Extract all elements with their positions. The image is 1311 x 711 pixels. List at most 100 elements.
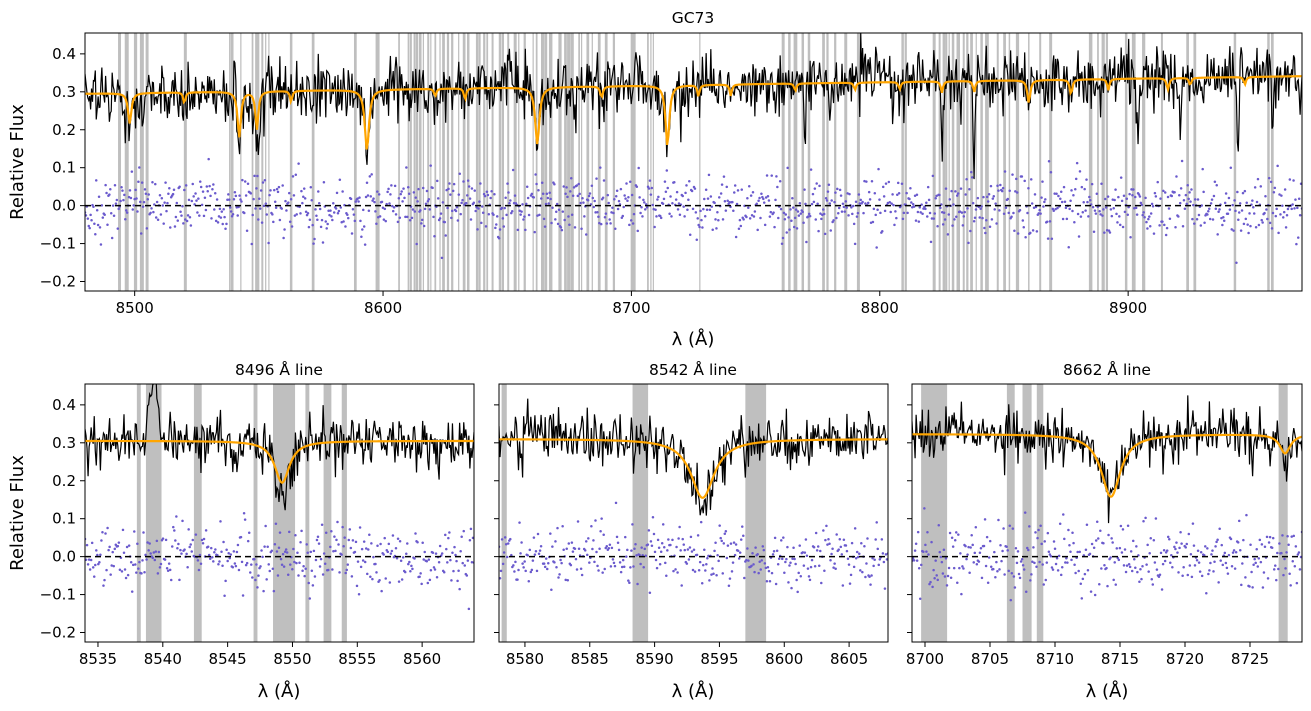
residual-point [1001, 186, 1005, 190]
residual-point [119, 199, 122, 203]
residual-point [1151, 583, 1155, 586]
residual-point [752, 563, 755, 566]
residual-point [842, 205, 846, 209]
residual-point [543, 225, 547, 228]
residual-point [94, 563, 97, 567]
residual-point [86, 563, 90, 566]
residual-point [863, 179, 866, 183]
mask-region [289, 33, 293, 291]
residual-point [971, 543, 974, 547]
residual-point [687, 198, 690, 202]
residual-point [224, 227, 227, 230]
residual-point [745, 215, 748, 219]
residual-point [510, 553, 513, 557]
residual-point [1241, 191, 1245, 195]
residual-point [1251, 199, 1254, 202]
residual-point [627, 196, 630, 199]
residual-point [1061, 217, 1065, 221]
residual-point [950, 189, 953, 193]
residual-point [861, 200, 864, 204]
residual-point [201, 542, 205, 545]
mask-region [564, 33, 567, 291]
plot-area [912, 384, 1302, 642]
residual-point [141, 205, 145, 208]
residual-points [912, 507, 1302, 602]
residual-point [1240, 583, 1243, 587]
residual-point [706, 557, 709, 560]
residual-point [1258, 538, 1262, 542]
residual-point [807, 215, 810, 218]
model-fit-line [85, 75, 1302, 150]
residual-point [578, 192, 581, 196]
residual-point [669, 543, 672, 547]
residual-point [190, 199, 194, 203]
residual-point [1170, 553, 1173, 557]
residual-point [588, 192, 592, 195]
mask-region [139, 33, 144, 291]
residual-point [538, 213, 541, 217]
residual-point [257, 218, 260, 221]
residual-point [1250, 570, 1253, 574]
residual-point [1140, 577, 1143, 581]
residual-point [458, 172, 461, 176]
residual-point [772, 550, 776, 553]
residual-point [311, 584, 315, 587]
residual-point [846, 557, 850, 561]
residual-point [1001, 549, 1004, 553]
residual-point [858, 202, 862, 205]
residual-point [222, 207, 225, 211]
residual-point [1265, 535, 1269, 539]
residual-point [350, 232, 354, 235]
residual-point [209, 194, 212, 198]
residual-point [386, 190, 389, 194]
residual-point [462, 529, 465, 533]
residual-point [1030, 202, 1034, 205]
residual-point [629, 180, 632, 183]
residual-point [665, 169, 669, 172]
residual-point [1182, 198, 1186, 202]
residual-point [1261, 586, 1265, 589]
residual-point [131, 208, 135, 211]
residual-point [267, 241, 270, 245]
residual-point [1286, 207, 1290, 211]
residual-point [1176, 551, 1179, 554]
residual-point [1068, 207, 1071, 211]
residual-point [780, 242, 784, 245]
residual-point [636, 229, 640, 233]
residual-point [688, 180, 691, 183]
residual-point [848, 192, 851, 196]
residual-point [606, 193, 610, 197]
residual-point [1119, 223, 1122, 227]
residual-point [412, 191, 416, 194]
residual-point [376, 190, 379, 193]
residual-point [343, 536, 346, 539]
mask-region [975, 33, 977, 291]
residual-point [611, 206, 614, 209]
residual-point [214, 548, 217, 551]
residual-point [1062, 513, 1065, 516]
mask-region [434, 33, 437, 291]
residual-point [388, 581, 392, 584]
residual-point [884, 553, 888, 556]
residual-point [465, 194, 469, 197]
residual-point [1256, 177, 1260, 181]
residual-point [1149, 212, 1153, 215]
residual-point [793, 557, 796, 561]
residual-point [400, 578, 404, 581]
residual-point [925, 550, 928, 553]
mask-region [567, 33, 571, 291]
residual-point [1153, 561, 1157, 564]
residual-point [1219, 559, 1222, 562]
residual-point [1231, 551, 1235, 554]
residual-point [524, 569, 527, 573]
residual-point [614, 227, 617, 231]
residual-point [1052, 540, 1056, 543]
residual-point [556, 222, 560, 226]
mask-region [240, 33, 242, 291]
residual-point [803, 551, 807, 554]
residual-point [1123, 210, 1127, 214]
residual-point [956, 192, 960, 195]
mask-region [1270, 33, 1274, 291]
residual-point [1038, 208, 1041, 212]
residual-point [1018, 576, 1022, 580]
